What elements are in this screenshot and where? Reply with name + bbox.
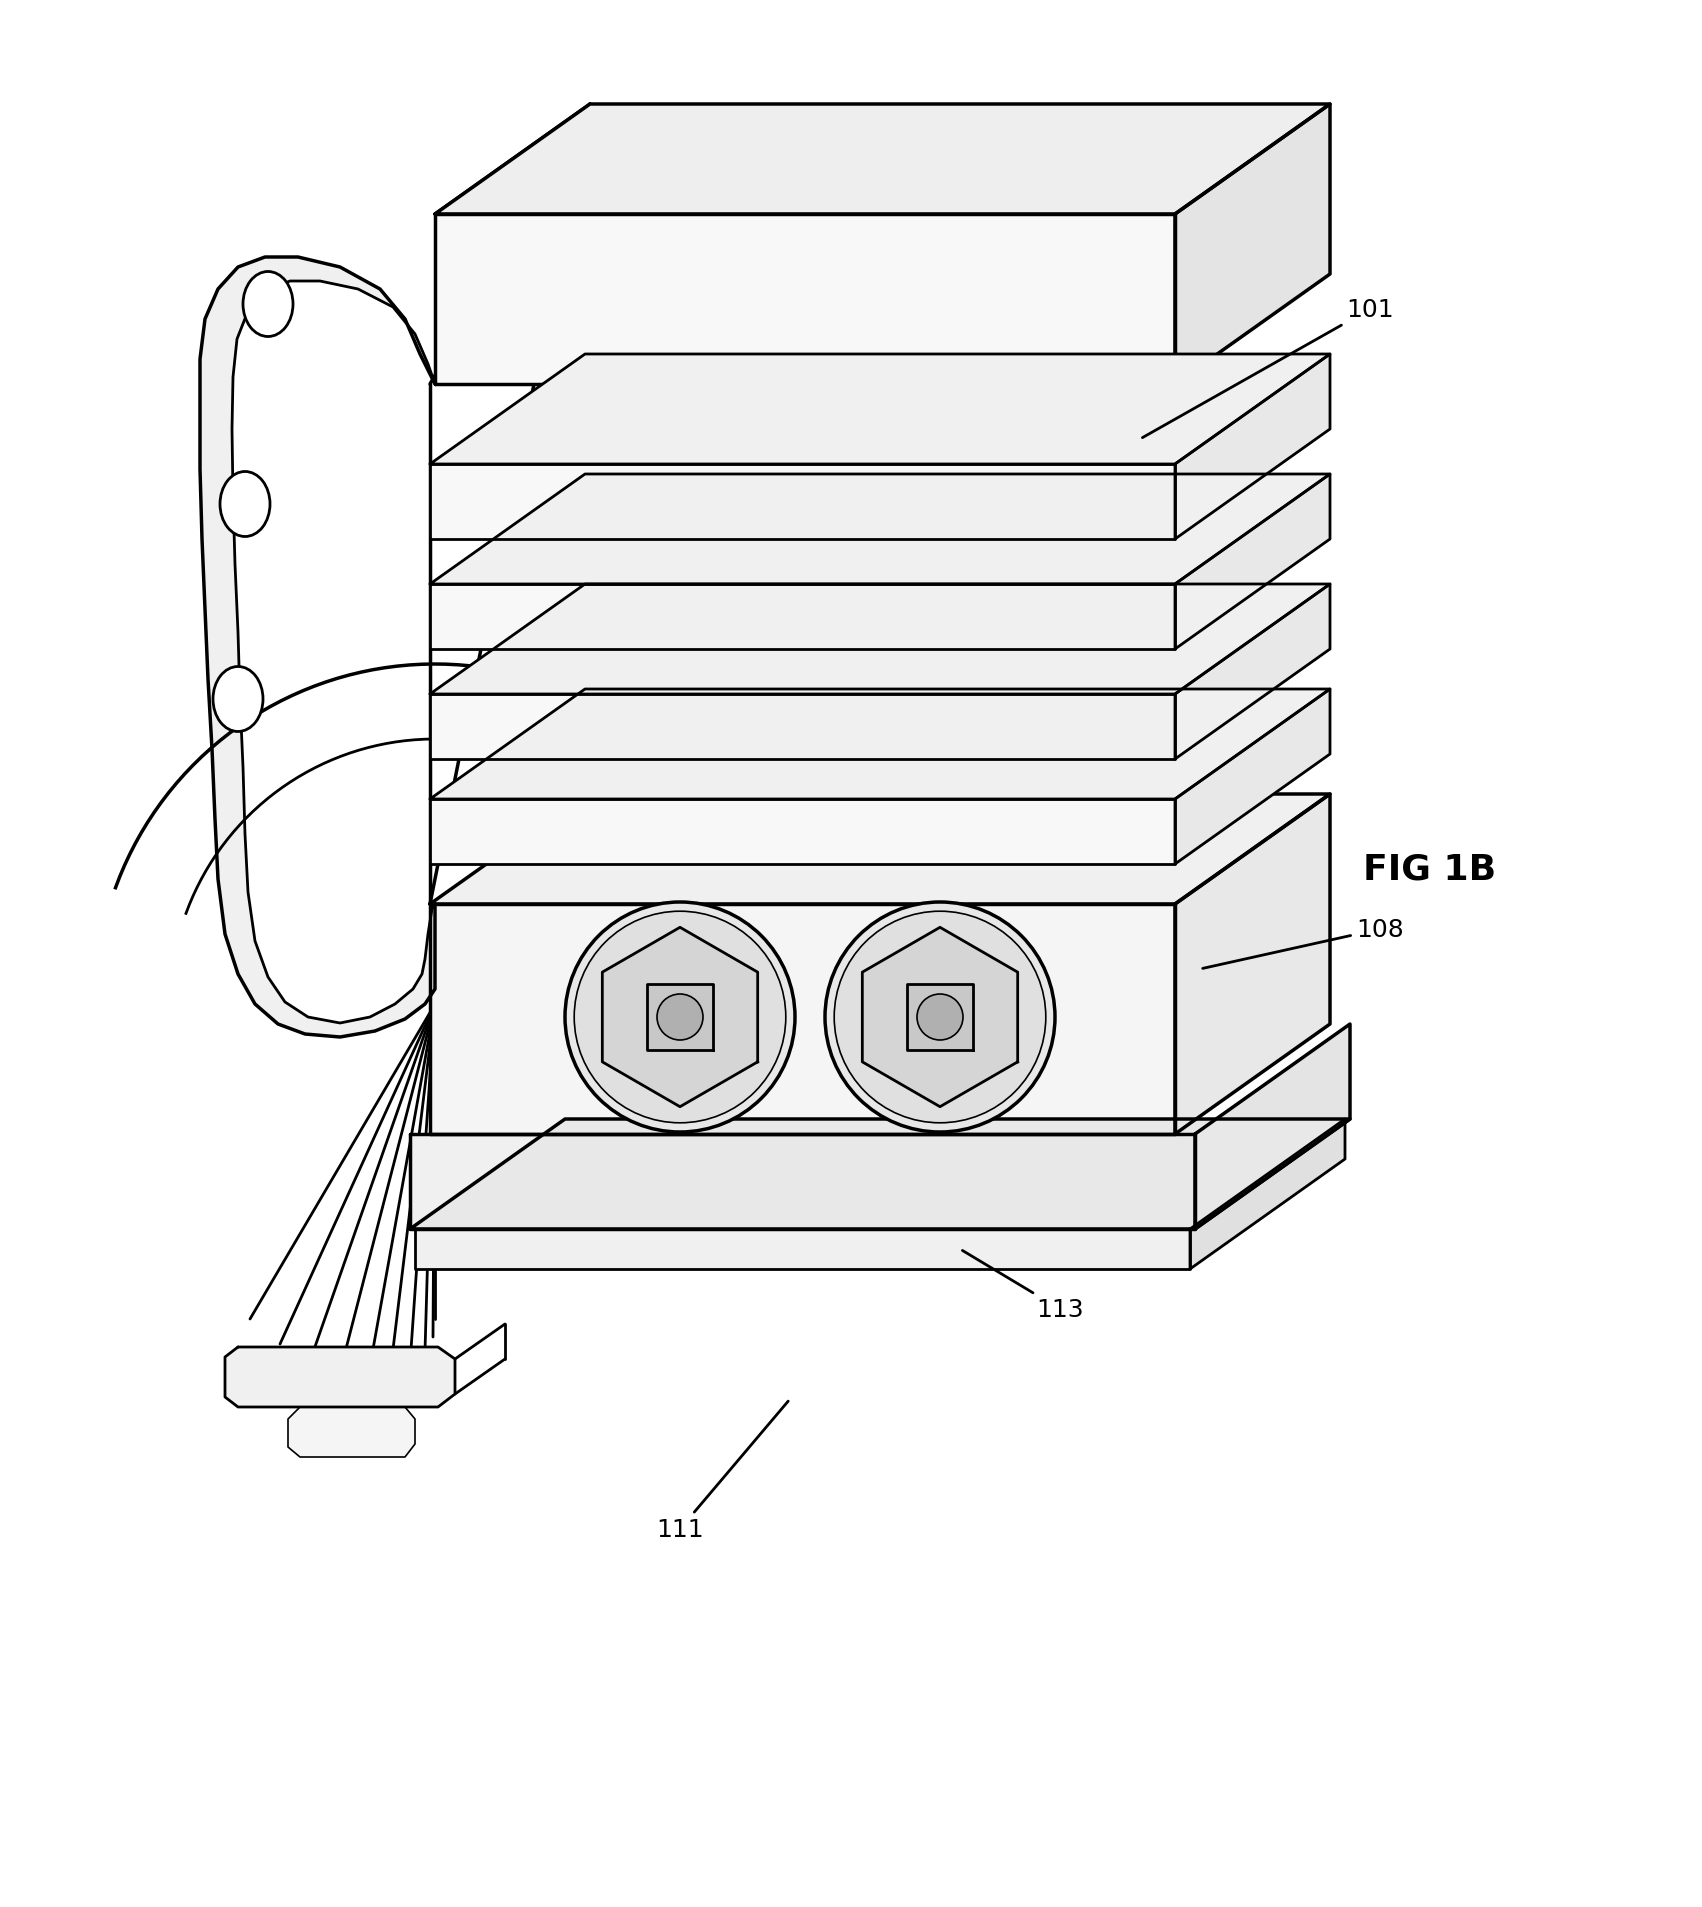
Polygon shape	[415, 1230, 1190, 1270]
Polygon shape	[431, 694, 1174, 759]
Polygon shape	[431, 795, 1329, 904]
Text: 113: 113	[962, 1251, 1084, 1322]
Polygon shape	[436, 105, 1329, 215]
Text: 108: 108	[1203, 917, 1404, 969]
Ellipse shape	[220, 473, 271, 538]
Circle shape	[657, 994, 703, 1041]
Circle shape	[834, 912, 1045, 1123]
Polygon shape	[410, 1119, 1350, 1230]
Ellipse shape	[243, 273, 293, 338]
Polygon shape	[431, 475, 1329, 585]
Polygon shape	[225, 1346, 454, 1407]
Polygon shape	[431, 799, 1174, 864]
Polygon shape	[431, 585, 1329, 694]
Polygon shape	[1190, 1119, 1345, 1270]
Polygon shape	[863, 929, 1018, 1108]
Polygon shape	[1174, 105, 1329, 385]
Polygon shape	[1174, 475, 1329, 650]
Polygon shape	[603, 929, 757, 1108]
Text: 111: 111	[657, 1402, 788, 1541]
Polygon shape	[288, 1407, 415, 1457]
Polygon shape	[1174, 585, 1329, 759]
Circle shape	[825, 902, 1055, 1133]
Text: 101: 101	[1142, 297, 1394, 439]
Polygon shape	[1174, 690, 1329, 864]
Circle shape	[917, 994, 963, 1041]
Polygon shape	[431, 585, 1174, 650]
Polygon shape	[647, 984, 713, 1051]
Ellipse shape	[213, 667, 264, 732]
Text: FIG 1B: FIG 1B	[1363, 852, 1496, 887]
Polygon shape	[431, 355, 1329, 465]
Polygon shape	[907, 984, 972, 1051]
Polygon shape	[1195, 1024, 1350, 1230]
Circle shape	[565, 902, 795, 1133]
Polygon shape	[201, 257, 436, 1037]
Polygon shape	[1174, 355, 1329, 540]
Polygon shape	[431, 904, 1174, 1135]
Polygon shape	[1174, 795, 1329, 1135]
Polygon shape	[431, 465, 1174, 540]
Polygon shape	[436, 215, 1174, 385]
Polygon shape	[410, 1135, 1195, 1230]
Circle shape	[574, 912, 786, 1123]
Polygon shape	[431, 690, 1329, 799]
